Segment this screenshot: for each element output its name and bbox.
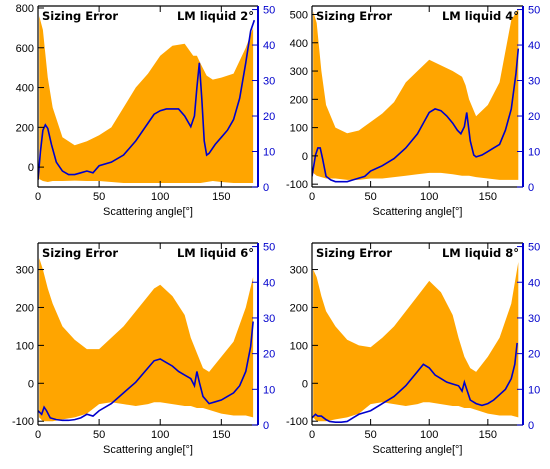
y-tick-label-left: 300 bbox=[16, 265, 34, 277]
y-tick-label-left: 0 bbox=[28, 162, 34, 174]
x-tick-label: 50 bbox=[93, 191, 105, 203]
series-line-right-axis bbox=[312, 342, 518, 423]
y-tick-label-right: 40 bbox=[263, 40, 275, 52]
y-tick-label-left: 0 bbox=[302, 151, 308, 163]
x-tick-label: 50 bbox=[364, 429, 376, 441]
y-tick-label-right: 40 bbox=[528, 277, 540, 289]
y-tick-label-right: 30 bbox=[528, 76, 540, 88]
panel-title-left: Sizing Error bbox=[316, 9, 392, 23]
panel-title-right: LM liquid 6° bbox=[177, 246, 254, 260]
x-tick-label: 100 bbox=[151, 429, 169, 441]
x-tick-label: 0 bbox=[35, 191, 41, 203]
y-tick-label-left: 100 bbox=[290, 340, 308, 352]
y-tick-label-right: 50 bbox=[528, 5, 540, 17]
y-tick-label-right: 30 bbox=[528, 313, 540, 325]
y-tick-label-left: 400 bbox=[16, 83, 34, 95]
y-tick-label-right: 0 bbox=[263, 182, 269, 194]
x-axis-label: Scattering angle[°] bbox=[372, 444, 462, 456]
panel-title-left: Sizing Error bbox=[316, 246, 392, 260]
y-tick-label-right: 0 bbox=[528, 182, 534, 194]
error-band-area bbox=[39, 15, 254, 184]
y-tick-label-right: 10 bbox=[263, 384, 275, 396]
y-tick-label-right: 20 bbox=[528, 111, 540, 123]
y-tick-label-left: 500 bbox=[290, 9, 308, 21]
y-tick-label-left: 200 bbox=[16, 302, 34, 314]
chart-panel-3: 0 50 100 150-100010020030001020304050Sizing… bbox=[12, 242, 275, 456]
x-axis-label: Scattering angle[°] bbox=[103, 444, 193, 456]
y-tick-label-right: 40 bbox=[263, 277, 275, 289]
y-tick-label-left: 200 bbox=[16, 122, 34, 134]
y-tick-label-right: 10 bbox=[263, 147, 275, 159]
x-tick-label: 100 bbox=[420, 191, 438, 203]
y-tick-label-left: 800 bbox=[16, 3, 34, 15]
y-tick-label-right: 30 bbox=[263, 313, 275, 325]
y-tick-label-left: 0 bbox=[28, 378, 34, 390]
y-tick-label-left: 200 bbox=[290, 94, 308, 106]
y-tick-label-right: 20 bbox=[263, 111, 275, 123]
y-tick-label-right: 50 bbox=[263, 5, 275, 17]
panel-title-left: Sizing Error bbox=[42, 9, 118, 23]
panel-title-left: Sizing Error bbox=[42, 246, 118, 260]
y-tick-label-left: 300 bbox=[290, 66, 308, 78]
y-tick-label-left: -100 bbox=[286, 416, 308, 428]
series-line-right-axis bbox=[38, 321, 254, 422]
y-tick-label-left: 300 bbox=[290, 265, 308, 277]
y-tick-label-right: 20 bbox=[528, 349, 540, 361]
error-band-area bbox=[39, 258, 254, 422]
y-tick-label-right: 50 bbox=[263, 242, 275, 254]
y-tick-label-left: 200 bbox=[290, 302, 308, 314]
panel-title-right: LM liquid 2° bbox=[177, 9, 254, 23]
y-tick-label-right: 20 bbox=[263, 349, 275, 361]
y-tick-label-right: 50 bbox=[528, 242, 540, 254]
y-tick-label-left: 100 bbox=[290, 123, 308, 135]
y-tick-label-left: 0 bbox=[302, 378, 308, 390]
x-tick-label: 150 bbox=[479, 429, 497, 441]
y-tick-label-right: 30 bbox=[263, 76, 275, 88]
x-tick-label: 150 bbox=[212, 191, 230, 203]
y-tick-label-left: -100 bbox=[286, 179, 308, 191]
series-line-right-axis bbox=[38, 19, 256, 180]
chart-panel-2: 0 50 100 150-100010020030040050001020304050… bbox=[286, 5, 540, 218]
y-tick-label-right: 0 bbox=[263, 420, 269, 432]
x-axis-label: Scattering angle[°] bbox=[372, 206, 462, 218]
x-tick-label: 0 bbox=[309, 429, 315, 441]
chart-panel-4: 0 50 100 150-100010020030001020304050Sizing… bbox=[286, 242, 540, 456]
x-tick-label: 150 bbox=[212, 429, 230, 441]
y-tick-label-left: 400 bbox=[290, 38, 308, 50]
x-tick-label: 100 bbox=[151, 191, 169, 203]
y-tick-label-left: 100 bbox=[16, 340, 34, 352]
series-line-right-axis bbox=[312, 48, 520, 183]
y-tick-label-left: -100 bbox=[12, 416, 34, 428]
panel-title-right: LM liquid 8° bbox=[442, 246, 519, 260]
x-tick-label: 150 bbox=[479, 191, 497, 203]
x-tick-label: 50 bbox=[93, 429, 105, 441]
error-band-area bbox=[313, 261, 519, 422]
x-tick-label: 100 bbox=[420, 429, 438, 441]
x-axis-label: Scattering angle[°] bbox=[103, 206, 193, 218]
y-tick-label-right: 10 bbox=[528, 147, 540, 159]
panel-title-right: LM liquid 4° bbox=[442, 9, 519, 23]
x-tick-label: 50 bbox=[364, 191, 376, 203]
chart-panel-1: 0 50 100 150 0 200 400 600 800 0 10 20 30 40 50 Sizing … bbox=[16, 3, 276, 218]
y-tick-label-right: 10 bbox=[528, 384, 540, 396]
y-tick-label-right: 40 bbox=[528, 40, 540, 52]
y-tick-label-left: 600 bbox=[16, 43, 34, 55]
y-tick-label-right: 0 bbox=[528, 420, 534, 432]
error-band-area bbox=[313, 8, 519, 180]
x-tick-label: 0 bbox=[35, 429, 41, 441]
x-tick-label: 0 bbox=[309, 191, 315, 203]
